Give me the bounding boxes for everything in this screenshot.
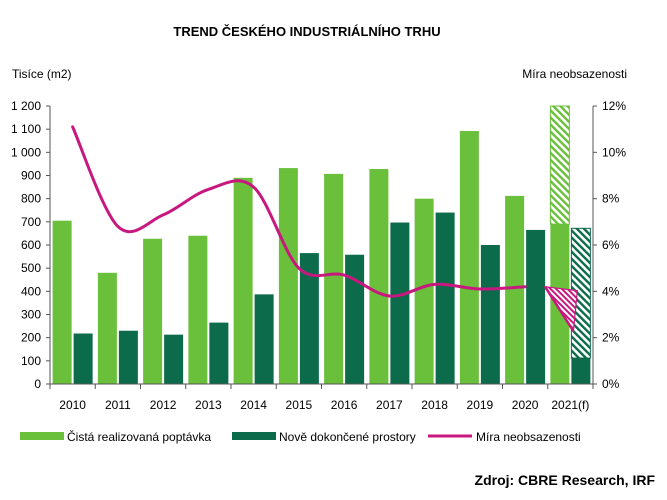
left-tick-label: 600 — [21, 238, 41, 252]
left-axis-title: Tisíce (m2) — [12, 67, 72, 81]
right-tick-label: 12% — [602, 99, 626, 113]
x-tick-label: 2013 — [195, 398, 222, 412]
x-tick-label: 2010 — [59, 398, 86, 412]
right-axis-ticks: 0% 2% 4% 6% 8% 10% 12% — [593, 99, 626, 391]
left-tick-label: 700 — [21, 215, 41, 229]
right-tick-label: 10% — [602, 145, 626, 159]
x-tick-label: 2018 — [421, 398, 448, 412]
legend: Čistá realizovaná poptávka Nově dokončené… — [20, 429, 581, 444]
right-tick-label: 6% — [602, 238, 620, 252]
bar-new-supply-2014 — [254, 294, 274, 384]
legend-demand-swatch — [20, 432, 64, 440]
bars — [52, 131, 591, 384]
forecast-demand-range — [549, 105, 570, 225]
bar-new-supply-2011 — [118, 330, 138, 384]
left-tick-label: 900 — [21, 169, 41, 183]
source-note: Zdroj: CBRE Research, IRF — [475, 472, 656, 488]
bar-demand-2013 — [188, 235, 208, 384]
legend-new-supply-label: Nově dokončené prostory — [279, 430, 416, 444]
x-tick-label: 2016 — [331, 398, 358, 412]
forecast-boxes — [549, 105, 591, 359]
bar-new-supply-2015 — [299, 253, 319, 384]
left-tick-label: 800 — [21, 192, 41, 206]
x-tick-label: 2014 — [240, 398, 267, 412]
right-tick-label: 4% — [602, 284, 620, 298]
vacancy-forecast-arrow-shaft — [544, 286, 575, 332]
x-tick-label: 2019 — [467, 398, 494, 412]
bar-demand-2016 — [324, 173, 344, 384]
left-tick-label: 1 000 — [11, 145, 41, 159]
x-tick-label: 2020 — [512, 398, 539, 412]
bar-new-supply-2020 — [526, 229, 546, 384]
x-tick-label: 2017 — [376, 398, 403, 412]
right-tick-label: 0% — [602, 377, 620, 391]
bar-demand-2018 — [414, 198, 434, 384]
left-tick-label: 300 — [21, 308, 41, 322]
bar-demand-2011 — [97, 272, 117, 384]
bar-new-supply-2012 — [164, 334, 184, 384]
x-axis-ticks: 2010 2011 2012 2013 2014 2015 2016 2017 2018 2019… — [49, 384, 594, 412]
right-tick-label: 2% — [602, 331, 620, 345]
bar-new-supply-2010 — [73, 333, 93, 384]
vacancy-rate-line — [71, 125, 527, 298]
x-tick-label: 2015 — [286, 398, 313, 412]
x-tick-label: 2011 — [105, 398, 131, 412]
left-tick-label: 100 — [21, 354, 41, 368]
left-axis-ticks: 0 100 200 300 400 500 600 700 800 900 1 000 1 100 1 … — [11, 99, 50, 391]
bar-new-supply-2018 — [435, 212, 455, 384]
right-tick-label: 8% — [602, 192, 620, 206]
left-tick-label: 0 — [34, 377, 41, 391]
bar-new-supply-2017 — [390, 222, 410, 384]
x-tick-label: 2021(f) — [551, 398, 589, 412]
left-tick-label: 1 200 — [11, 99, 41, 113]
left-tick-label: 400 — [21, 284, 41, 298]
legend-new-supply-swatch — [232, 432, 276, 440]
bar-demand-2015 — [278, 168, 298, 384]
bar-demand-2012 — [143, 238, 163, 384]
bar-demand-2014 — [233, 177, 253, 384]
bar-demand-2020 — [505, 195, 525, 384]
left-tick-label: 200 — [21, 331, 41, 345]
bar-new-supply-2016 — [345, 254, 365, 384]
bar-new-supply-2019 — [480, 245, 500, 384]
right-axis-title: Míra neobsazenosti — [522, 67, 627, 81]
vacancy-line-layer — [71, 125, 579, 333]
legend-demand-label: Čistá realizovaná poptávka — [67, 429, 211, 444]
x-tick-label: 2012 — [150, 398, 177, 412]
left-tick-label: 500 — [21, 261, 41, 275]
legend-vacancy-label: Míra neobsazenosti — [476, 430, 581, 444]
bar-demand-2019 — [459, 131, 479, 384]
bar-demand-2010 — [52, 220, 72, 384]
chart-title: TREND ČESKÉHO INDUSTRIÁLNÍHO TRHU — [173, 24, 440, 39]
bar-demand-2017 — [369, 169, 389, 384]
left-tick-label: 1 100 — [11, 122, 41, 136]
bar-new-supply-2021(f) — [571, 358, 591, 384]
bar-new-supply-2013 — [209, 322, 229, 384]
